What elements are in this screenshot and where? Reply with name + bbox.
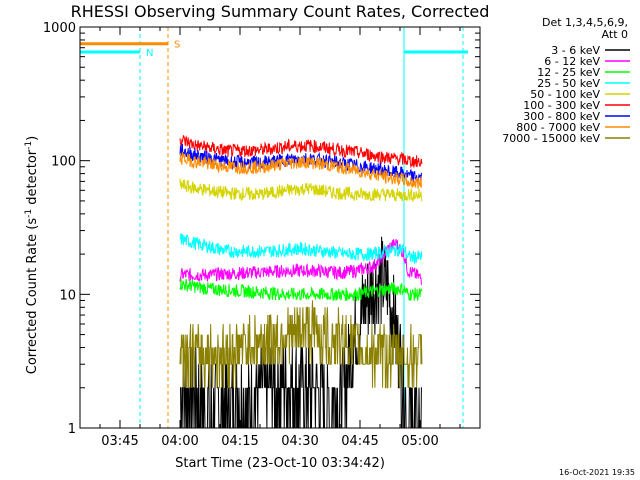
flag-label-S: S — [174, 40, 180, 51]
series-line-1 — [179, 239, 422, 286]
y-tick-label: 1000 — [43, 21, 76, 36]
x-tick-label: 04:30 — [281, 434, 318, 449]
flag-label-N: N — [146, 48, 153, 59]
axes-frame: 03:45 04:00 04:15 04:30 04:45 05:00 1 10 100 1000 — [43, 21, 481, 449]
series-line-8 — [179, 300, 423, 389]
footer-timestamp: 16-Oct-2021 19:35 — [559, 468, 635, 477]
x-axis-label: Start Time (23-Oct-10 03:34:42) — [175, 456, 385, 471]
legend-attenuator: Att 0 — [602, 28, 628, 41]
series-line-5 — [179, 134, 423, 169]
y-tick-label: 100 — [51, 155, 76, 170]
y-tick-label: 10 — [59, 288, 76, 303]
x-tick-label: 04:45 — [341, 434, 378, 449]
x-tick-label: 03:45 — [101, 434, 138, 449]
x-tick-label: 04:15 — [221, 434, 258, 449]
legend-header: Det 1,3,4,5,6,9, — [542, 16, 628, 29]
legend-label: 6 - 12 keV — [544, 55, 600, 68]
y-axis-label: Corrected Count Rate (s-1 detector-1) — [24, 136, 40, 374]
chart-title: RHESSI Observing Summary Count Rates, Co… — [71, 2, 490, 21]
x-tick-label: 04:00 — [161, 434, 198, 449]
legend-label: 300 - 800 keV — [523, 110, 600, 123]
legend-label: 12 - 25 keV — [537, 66, 600, 79]
legend-label: 25 - 50 keV — [537, 77, 600, 90]
legend-label: 3 - 6 keV — [551, 44, 600, 57]
series-line-7 — [179, 151, 423, 189]
series-line-2 — [179, 278, 423, 302]
x-tick-label: 05:00 — [401, 434, 438, 449]
legend-label: 800 - 7000 keV — [516, 121, 600, 134]
data-layer: NS — [79, 27, 468, 429]
legend-label: 50 - 100 keV — [530, 88, 600, 101]
legend-label: 100 - 300 keV — [523, 99, 600, 112]
y-tick-label: 1 — [68, 422, 76, 437]
series-line-3 — [179, 233, 423, 264]
legend-label: 7000 - 15000 keV — [502, 132, 600, 145]
series-line-4 — [179, 178, 423, 203]
